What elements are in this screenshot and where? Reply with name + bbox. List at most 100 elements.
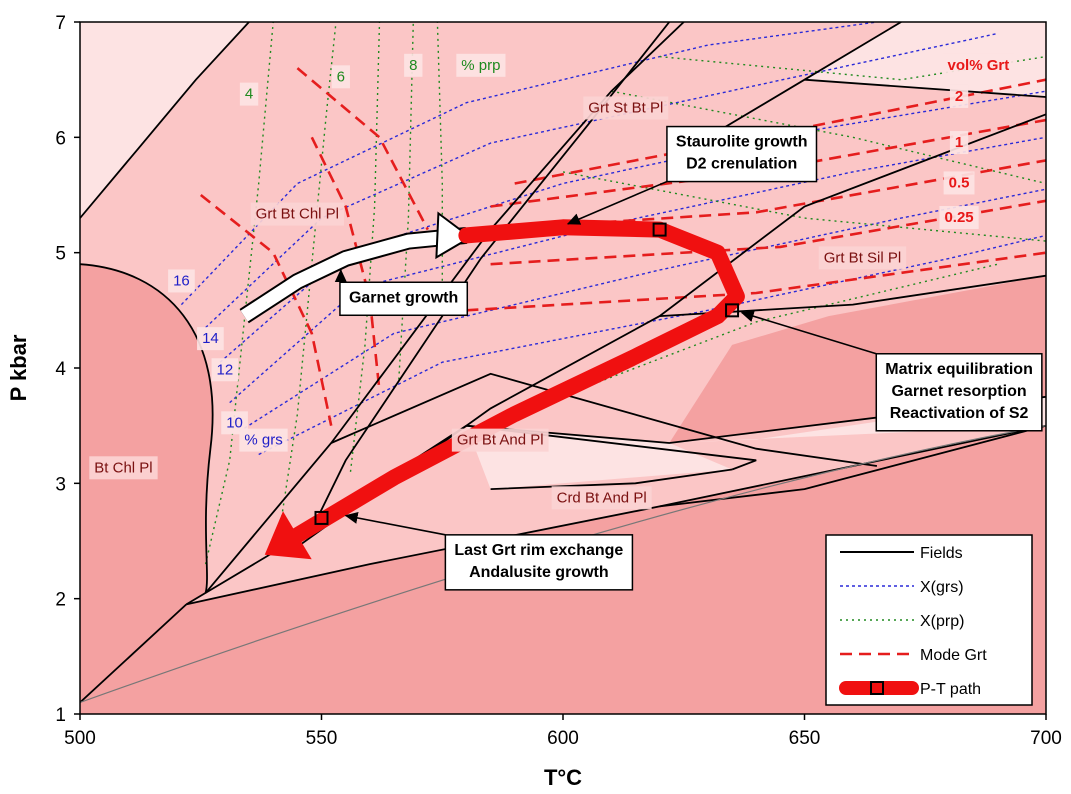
grs-isopleth-0 (180, 22, 877, 306)
pt-path-arrowhead (264, 511, 312, 560)
grs-label-1-box (197, 327, 224, 351)
grs-label-2: 12 (217, 361, 234, 378)
y-axis-label: P kbar (6, 334, 31, 401)
callout-0: Staurolite growth D2 crenulation (566, 125, 818, 225)
callout-3-arrow (344, 512, 446, 536)
field-label-3: Grt Bt And Pl (457, 432, 544, 449)
legend-label-4: P-T path (920, 681, 981, 698)
field-label-5: Bt Chl Pl (94, 459, 152, 476)
field-boundary-4 (80, 603, 187, 704)
field-label-4-box (551, 486, 652, 510)
field-boundary-7 (466, 424, 757, 471)
prp-label-0: 4 (245, 86, 253, 103)
legend-label-0: Fields (920, 545, 963, 562)
y-tick-label-0: 1 (55, 705, 66, 726)
mode-label-3: 0.5 (949, 174, 970, 191)
mode-label-0-box (942, 53, 1015, 77)
grs-label-0-box (168, 269, 195, 293)
field-boundary-13 (490, 468, 733, 490)
field-label-5-box (89, 456, 158, 480)
legend-label-3: Mode Grt (920, 647, 987, 664)
mode-label-1: 2 (955, 88, 963, 105)
field-label-0-box (583, 96, 669, 120)
field-label-2-box (818, 246, 907, 270)
callout-2-line-0: Matrix equilibration (885, 361, 1033, 378)
grs-label-2-box (211, 358, 239, 382)
bt-chl-boundary (80, 263, 214, 594)
grs-label-3: 10 (226, 414, 243, 431)
y-tick-label-3: 4 (55, 359, 66, 380)
upper-right-field (804, 22, 1046, 97)
callout-2: Matrix equilibration Garnet resorption Rea… (740, 310, 1043, 432)
y-tick-label-4: 5 (55, 244, 66, 265)
field-boundary-9 (659, 424, 1046, 508)
mode-isopleth-6 (490, 199, 1046, 266)
y-tick-label-6: 7 (55, 13, 66, 34)
prp-label-0-box (239, 82, 259, 106)
callout-3-line-1: Andalusite growth (469, 564, 609, 581)
pt-path-point-1 (725, 303, 740, 318)
x-tick-label-2: 600 (547, 728, 579, 749)
legend-box (825, 534, 1033, 706)
callout-3-line-0: Last Grt rim exchange (454, 542, 623, 559)
upper-left-field (80, 22, 249, 219)
field-boundary-8 (330, 372, 878, 467)
garnet-arrow-head (435, 211, 473, 260)
prp-label-3: % prp (461, 57, 500, 74)
callout-2-box (875, 353, 1043, 432)
prp-isopleth-0 (204, 22, 274, 565)
mode-label-2-box (949, 131, 969, 155)
grs-label-1: 14 (202, 330, 219, 347)
pt-path-point-0 (652, 222, 667, 237)
mode-label-4: 0.25 (944, 209, 973, 226)
prp-label-3-box (456, 53, 506, 77)
prp-label-2: 8 (409, 57, 417, 74)
callout-0-line-1: D2 crenulation (686, 156, 797, 173)
mode-label-4-box (939, 206, 979, 230)
callouts: Staurolite growth D2 crenulation Garnet gr… (334, 125, 1043, 591)
grs-label-4: % grs (244, 432, 282, 449)
mode-label-0: vol% Grt (948, 57, 1010, 74)
prp-label-2-box (404, 53, 423, 77)
prp-label-1: 6 (337, 68, 345, 85)
y-tick-label-2: 3 (55, 474, 66, 495)
callout-2-line-2: Reactivation of S2 (890, 405, 1029, 422)
y-tick-label-1: 2 (55, 590, 66, 611)
labels-layer: Grt St Bt Pl Grt Bt Chl Pl Grt Bt Sil Pl Gr… (89, 53, 1015, 510)
x-tick-label-3: 650 (789, 728, 821, 749)
field-label-4: Crd Bt And Pl (557, 489, 647, 506)
callout-1-box (339, 281, 469, 317)
field-label-1-box (250, 202, 345, 226)
callout-3-box (444, 534, 634, 591)
y-tick-label-5: 6 (55, 128, 66, 149)
field-label-1: Grt Bt Chl Pl (256, 206, 339, 223)
callout-0-line-0: Staurolite growth (676, 134, 808, 151)
callout-2-line-1: Garnet resorption (891, 383, 1026, 400)
grs-label-0: 16 (173, 272, 190, 289)
field-label-0: Grt St Bt Pl (588, 99, 663, 116)
field-label-2: Grt Bt Sil Pl (824, 249, 902, 266)
prp-isopleth-5 (514, 263, 998, 415)
prp-label-1-box (331, 65, 350, 89)
garnet-arrow-body (240, 228, 468, 322)
x-tick-label-0: 500 (64, 728, 96, 749)
mode-label-3-box (943, 171, 975, 195)
legend-label-1: X(grs) (920, 579, 964, 596)
field-boundary-0 (80, 22, 250, 219)
x-tick-label-1: 550 (306, 728, 338, 749)
grs-isopleth-5 (258, 234, 1046, 456)
grs-label-4-box (239, 428, 288, 452)
legend-label-2: X(prp) (920, 613, 964, 630)
prp-isopleth-4 (436, 22, 443, 299)
grs-isopleth-1 (205, 32, 998, 329)
mode-isopleth-7 (466, 251, 1046, 312)
callout-1: Garnet growth (334, 268, 469, 317)
mode-label-2: 1 (955, 134, 963, 151)
callout-0-arrow (566, 180, 668, 225)
grey-boundary (80, 425, 1046, 704)
x-tick-label-4: 700 (1030, 728, 1062, 749)
pt-path-point-2 (314, 510, 329, 525)
x-axis-label: T°C (544, 765, 582, 790)
